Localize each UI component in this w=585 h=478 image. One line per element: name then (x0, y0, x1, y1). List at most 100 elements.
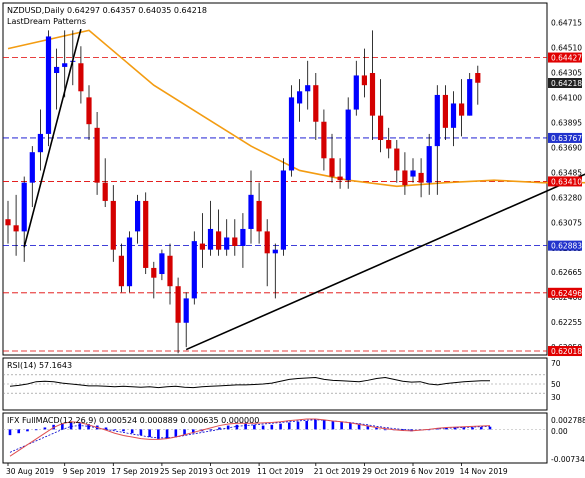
candle-body (402, 170, 408, 186)
rsi-level-70: 70 (551, 359, 561, 368)
candle-body (118, 255, 124, 287)
candle-body (288, 97, 295, 171)
macd-indicator (3, 418, 547, 457)
candle-body (426, 146, 432, 183)
candle-body (13, 225, 19, 232)
price-axis: 0.64715 0.64510 0.64305 0.64100 0.63895 0.636… (548, 18, 582, 357)
macd-histogram-bar (261, 425, 265, 430)
pattern-label: LastDream Patterns (7, 17, 86, 26)
candle-body (459, 103, 465, 116)
macd-histogram-bar (130, 429, 134, 434)
price-tick-label: 0.64510 (551, 43, 582, 52)
time-tick-label: 11 Oct 2019 (257, 467, 304, 476)
candle-body (353, 75, 359, 110)
time-tick-label: 6 Nov 2019 (411, 467, 454, 476)
macd-histogram-bar (139, 429, 143, 436)
candle-body (475, 73, 481, 83)
macd-histogram-bar (209, 429, 213, 431)
candle-body (394, 148, 400, 171)
price-tag-box (548, 176, 582, 187)
macd-histogram-bar (453, 427, 457, 430)
candle-body (224, 237, 230, 250)
macd-signal-line (9, 419, 491, 453)
candle-body (167, 255, 173, 287)
macd-histogram-bar (157, 429, 160, 439)
price-tick-label: 0.62255 (551, 318, 582, 327)
candle-body (280, 170, 286, 250)
candle-body (62, 63, 68, 67)
candle-body (45, 36, 52, 134)
macd-histogram-bar (479, 427, 483, 430)
candle-body (450, 103, 457, 128)
macd-histogram-bar (61, 423, 64, 430)
candle-body (386, 140, 392, 149)
price-tick-label: 0.63075 (551, 218, 582, 227)
candle-body (337, 176, 343, 181)
candle-body (110, 200, 116, 250)
price-tag-label: 0.62018 (551, 347, 582, 356)
macd-histogram-bar (462, 427, 466, 430)
candle-body (37, 133, 43, 153)
macd-title: IFX FullMACD(12,26,9) 0.000524 0.000889 … (7, 416, 259, 425)
price-panel[interactable]: NZDUSD,Daily 0.64297 0.64357 0.64035 0.6… (2, 2, 585, 356)
macd-histogram-bar (244, 423, 247, 430)
macd-histogram-bar (279, 423, 282, 430)
rsi-panel[interactable]: RSI(14) 57.1643 70 50 30 (2, 357, 561, 411)
macd-histogram-bar (78, 423, 82, 430)
candle-body (199, 243, 205, 250)
time-tick-label: 30 Aug 2019 (6, 467, 54, 476)
candle-body (159, 253, 165, 275)
rsi-level-50: 50 (551, 380, 561, 389)
time-tick-label: 14 Nov 2019 (460, 467, 508, 476)
macd-panel-frame (2, 412, 548, 464)
macd-histogram-bar (322, 419, 326, 430)
macd-level-top: 0.002788 (551, 416, 585, 425)
price-tag-label: 0.64427 (551, 54, 582, 63)
price-tick-label: 0.62665 (551, 268, 582, 277)
candle-body (305, 85, 311, 92)
candle-body (191, 241, 197, 299)
time-tick-label: 25 Sep 2019 (160, 467, 208, 476)
candle-body (369, 73, 376, 116)
macd-histogram-bar (174, 429, 178, 438)
price-tick-label: 0.63280 (551, 193, 582, 202)
macd-histogram-bar (8, 429, 12, 436)
price-tag-box (548, 287, 582, 298)
macd-histogram-bar (383, 429, 387, 431)
macd-histogram-bar (17, 429, 21, 434)
price-tick-label: 0.63690 (551, 143, 582, 152)
macd-level-bottom: -0.007344 (551, 455, 585, 464)
price-tag-box (548, 132, 582, 143)
macd-histogram-bar (253, 424, 256, 430)
price-tick-label: 0.63485 (551, 168, 582, 177)
price-tag-label: 0.63410 (551, 177, 582, 186)
macd-main-line (9, 418, 491, 457)
time-tick-label: 29 Oct 2019 (362, 467, 409, 476)
candle-body (467, 79, 473, 116)
candle-body (29, 152, 35, 183)
macd-panel[interactable]: IFX FullMACD(12,26,9) 0.000524 0.000889 … (2, 412, 585, 464)
price-panel-frame (2, 2, 548, 356)
candle-body (264, 231, 270, 254)
candle-body (94, 127, 100, 183)
candle-body (86, 97, 92, 125)
price-tick-label: 0.64100 (551, 93, 582, 102)
candle-body (297, 91, 303, 104)
candle-body (240, 228, 246, 247)
candle-body (5, 219, 11, 226)
macd-histogram-bar (314, 419, 317, 430)
macd-histogram-bar (26, 429, 29, 432)
time-tick-label: 21 Oct 2019 (314, 467, 361, 476)
macd-histogram-bar (183, 429, 186, 436)
candle-body (143, 200, 149, 268)
rsi-line (3, 374, 547, 394)
symbol-ohlc-label: NZDUSD,Daily 0.64297 0.64357 0.64035 0.6… (7, 6, 207, 15)
candle-body (345, 109, 351, 181)
macd-level-zero: 0.00 (551, 427, 568, 436)
candle-body (248, 194, 254, 229)
macd-histogram-bar (305, 420, 309, 430)
macd-histogram-bar (488, 426, 492, 430)
moving-average (7, 29, 585, 188)
